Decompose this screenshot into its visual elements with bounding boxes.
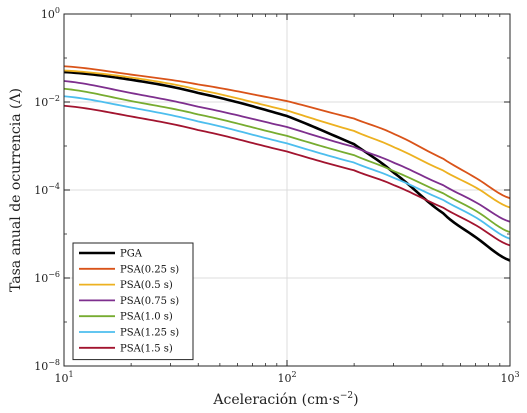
x-tick-label: 102 — [277, 370, 296, 385]
series-line-psa-1-25-s — [63, 95, 511, 240]
series-line-pga — [63, 70, 511, 262]
axis-ticks: 101 102 103 10−8 10−6 10−4 10−2 100 — [34, 6, 519, 385]
legend-label: PSA(0.75 s) — [120, 296, 179, 307]
x-axis-label: Aceleración (cm·s−2) — [212, 391, 358, 408]
y-tick-label: 10−8 — [34, 358, 60, 373]
legend-label: PSA(1.25 s) — [120, 328, 179, 339]
y-tick-label: 10−4 — [34, 182, 60, 197]
x-tick-label: 101 — [54, 370, 73, 385]
legend-label: PSA(1.0 s) — [120, 312, 173, 323]
series-line-psa-1-5-s — [63, 104, 511, 247]
series-lines — [63, 65, 511, 262]
y-tick-label: 10−6 — [34, 270, 60, 285]
x-tick-label: 103 — [500, 370, 519, 385]
legend: PGA PSA(0.25 s) PSA(0.5 s) PSA(0.75 s) PSA(1… — [72, 242, 194, 361]
series-line-psa-0-25-s — [63, 65, 511, 200]
y-axis-label: Tasa anual de ocurrencia (Λ) — [8, 88, 24, 292]
y-tick-label: 100 — [41, 6, 60, 21]
legend-label: PSA(0.25 s) — [120, 264, 179, 275]
legend-label: PSA(0.5 s) — [120, 280, 173, 291]
series-line-psa-0-75-s — [63, 80, 511, 223]
series-line-psa-0-5-s — [63, 69, 511, 209]
series-line-psa-1-0-s — [63, 87, 511, 234]
legend-label: PSA(1.5 s) — [120, 343, 173, 354]
legend-label: PGA — [120, 249, 143, 260]
y-tick-label: 10−2 — [34, 94, 60, 109]
